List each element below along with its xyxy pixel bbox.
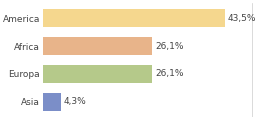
Text: 4,3%: 4,3% xyxy=(64,97,87,106)
Bar xyxy=(43,93,61,111)
Text: 26,1%: 26,1% xyxy=(155,69,184,78)
Bar xyxy=(43,65,152,83)
Text: 26,1%: 26,1% xyxy=(155,42,184,51)
Bar xyxy=(43,37,152,55)
Text: 43,5%: 43,5% xyxy=(228,14,256,23)
Bar xyxy=(43,9,225,27)
